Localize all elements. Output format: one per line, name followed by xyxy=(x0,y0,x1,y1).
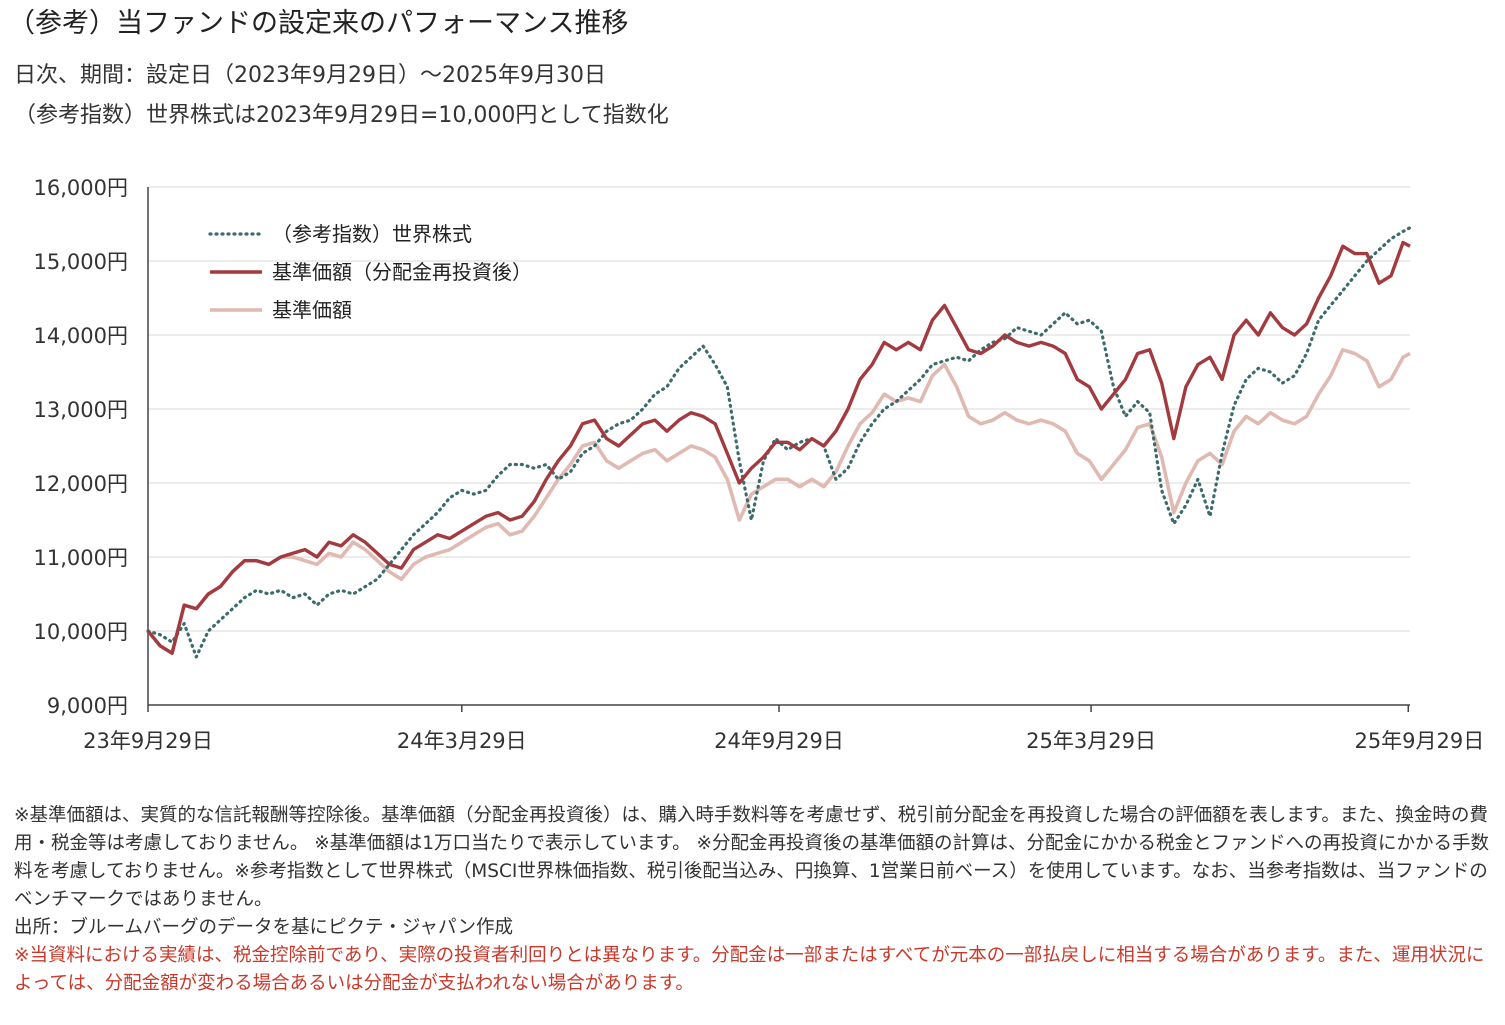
series-line xyxy=(146,226,1412,659)
y-tick-label: 16,000円 xyxy=(34,176,128,200)
legend-label: 基準価額（分配金再投資後） xyxy=(272,260,532,284)
footnote-warning: ※当資料における実績は、税金控除前であり、実際の投資者利回りとは異なります。分配… xyxy=(14,945,1485,994)
footnotes: ※基準価額は、実質的な信託報酬等控除後。基準価額（分配金再投資後）は、購入時手数… xyxy=(14,802,1494,998)
x-tick-label: 23年9月29日 xyxy=(83,729,213,753)
x-tick-label: 24年3月29日 xyxy=(397,729,527,753)
page-title: （参考）当ファンドの設定来のパフォーマンス推移 xyxy=(8,8,629,39)
series-lines xyxy=(146,226,1412,659)
legend-label: （参考指数）世界株式 xyxy=(272,222,472,246)
footnote-disclaimer: ※基準価額は、実質的な信託報酬等控除後。基準価額（分配金再投資後）は、購入時手数… xyxy=(14,805,1489,910)
x-tick-label: 24年9月29日 xyxy=(714,729,844,753)
y-tick-label: 10,000円 xyxy=(34,620,128,644)
x-tick-label: 25年3月29日 xyxy=(1026,729,1156,753)
y-tick-label: 15,000円 xyxy=(34,250,128,274)
x-tick-label: 25年9月29日 xyxy=(1354,729,1484,753)
footnote-source: 出所：ブルームバーグのデータを基にピクテ・ジャパン作成 xyxy=(14,917,513,938)
y-tick-label: 13,000円 xyxy=(34,398,128,422)
performance-line-chart: 9,000円 10,000円 11,000円 12,000円 13,000円 14,000… xyxy=(34,176,1485,753)
y-tick-label: 9,000円 xyxy=(47,694,128,718)
period-subtitle: 日次、期間：設定日（2023年9月29日）～2025年9月30日 xyxy=(14,63,606,88)
y-tick-label: 11,000円 xyxy=(34,546,128,570)
x-axis: 23年9月29日 24年3月29日 24年9月29日 25年3月29日 25年9月29日 xyxy=(83,704,1484,753)
y-axis: 9,000円 10,000円 11,000円 12,000円 13,000円 14,000… xyxy=(34,176,149,718)
y-tick-label: 12,000円 xyxy=(34,472,128,496)
series-line xyxy=(146,348,1411,655)
y-tick-label: 14,000円 xyxy=(34,324,128,348)
series-line xyxy=(146,240,1411,655)
legend-label: 基準価額 xyxy=(272,298,352,322)
grid-lines xyxy=(148,186,1410,632)
index-subtitle: （参考指数）世界株式は2023年9月29日=10,000円として指数化 xyxy=(14,103,669,128)
